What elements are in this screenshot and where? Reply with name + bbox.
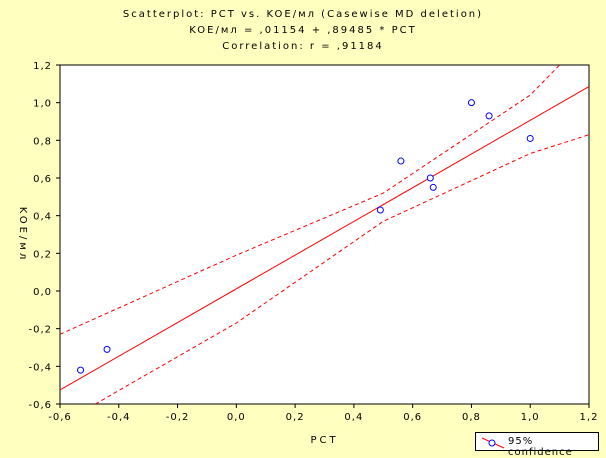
data-point [426,174,434,182]
x-axis-title: PCT [310,435,338,446]
x-tick-label: 0,2 [286,412,305,423]
y-tick-label: 0,6 [33,174,52,185]
plot-series [60,65,589,404]
data-point [77,366,85,374]
y-tick-label: 0,0 [33,287,52,298]
x-tick-label: 1,2 [580,412,599,423]
data-point [429,183,437,191]
y-axis-title: KOE/мл [17,207,28,263]
confidence-band-lower [95,134,589,404]
y-tick-label: 0,4 [33,212,52,223]
x-tick-label: 0,4 [344,412,363,423]
x-tick-label: 0,8 [462,412,481,423]
regression-line [60,86,589,391]
legend: 95% confidence [475,432,599,458]
y-tick-label: 1,0 [33,99,52,110]
data-point [376,206,384,214]
data-point [467,99,475,107]
chart-title: Scatterplot: PCT vs. KOE/мл (Casewise MD… [122,9,484,20]
x-tick-label: 1,0 [521,412,540,423]
legend-marker-icon [481,437,505,449]
legend-label: 95% confidence [508,436,573,458]
data-point [526,134,534,142]
y-tick-label: -0,4 [28,362,52,373]
data-point [103,345,111,353]
y-tick-label: -0,2 [28,325,52,336]
x-tick-label: -0,4 [107,412,131,423]
x-tick-label: 0,0 [227,412,246,423]
x-tick-label: -0,6 [48,412,72,423]
correlation-text: Correlation: r = ,91184 [222,41,384,52]
y-tick-label: -0,6 [28,400,52,411]
y-tick-label: 0,2 [33,249,52,260]
y-tick-label: 0,8 [33,136,52,147]
x-tick-label: -0,2 [166,412,190,423]
y-tick-label: 1,2 [33,61,52,72]
regression-equation: KOE/мл = ,01154 + ,89485 * PCT [189,25,417,36]
x-tick-label: 0,6 [403,412,422,423]
data-point [397,157,405,165]
data-point [485,112,493,120]
confidence-band-upper [60,65,560,335]
plot-area [59,64,590,405]
